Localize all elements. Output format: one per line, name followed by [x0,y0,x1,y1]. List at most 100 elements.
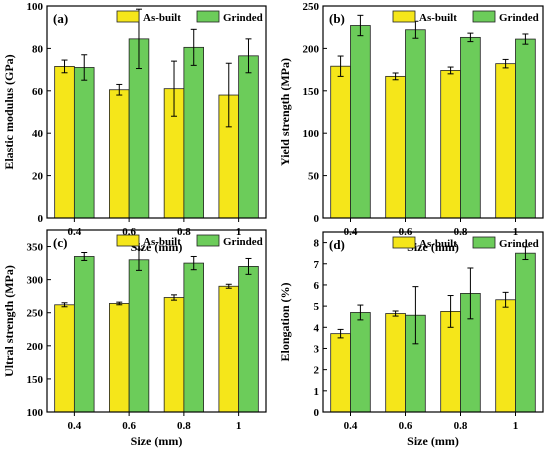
error-bar-as-built-0.4 [337,328,344,339]
x-tick-label: 0.6 [399,420,413,432]
legend-label-grinded: Grinded [499,12,539,24]
legend-label-grinded: Grinded [499,238,539,250]
bar-as-built-0.4 [330,333,351,413]
y-axis-title: Ultral strength (MPa) [2,265,16,377]
y-tick-label: 6 [314,280,320,292]
error-bar-grinded-1 [522,246,529,261]
y-tick-label: 1 [314,386,320,398]
x-tick-label: 1 [236,420,242,432]
bar-grinded-0.4 [73,256,95,413]
chart-panel-4: 0 1 2 3 4 5 6 7 8 0.4 0.6 0.8 1 Size (mm) Elongation (… [278,231,544,448]
y-tick-label: 5 [314,301,320,313]
x-tick-label: 0.8 [454,420,468,432]
error-bar-grinded-0.4 [81,252,88,261]
error-bar-as-built-0.4 [61,59,68,74]
bar-as-built-1 [495,63,516,219]
x-tick-label: 1 [236,226,242,238]
y-tick-label: 250 [303,1,320,13]
error-bar-grinded-0.8 [467,32,474,43]
legend-swatch-grinded [196,234,220,247]
y-tick-label: 7 [314,259,320,271]
x-axis-title: Size (mm) [131,240,183,254]
error-bar-grinded-1 [522,33,529,45]
legend: As-built Grinded [392,236,539,250]
error-bar-as-built-0.4 [337,55,344,77]
bar-grinded-0.8 [460,36,481,219]
error-bar-as-built-0.6 [116,301,123,306]
error-bar-grinded-0.6 [412,286,419,345]
error-bar-grinded-0.4 [357,14,364,37]
bar-grinded-0.6 [405,29,426,219]
x-tick-label: 0.4 [68,420,82,432]
legend-swatch-as-built [116,234,140,247]
y-tick-label: 0 [314,213,320,225]
y-tick-label: 150 [27,374,44,386]
y-tick-label: 200 [27,341,44,353]
error-bar-as-built-0.6 [392,310,399,317]
error-bar-grinded-1 [245,257,252,275]
panel-label: (a) [53,11,68,26]
legend: As-built Grinded [392,10,539,24]
error-bar-grinded-0.8 [190,255,197,271]
error-bar-as-built-1 [502,291,509,308]
y-tick-label: 100 [27,407,44,419]
legend-label-as-built: As-built [419,12,457,24]
y-axis-title: Yield strength (MPa) [278,58,292,166]
bar-grinded-0.6 [128,259,150,413]
bar-as-built-0.6 [385,75,406,219]
plot-frame [322,5,544,219]
legend-label-as-built: As-built [419,238,457,250]
y-tick-label: 100 [303,128,320,140]
y-tick-label: 40 [32,128,44,140]
legend-swatch-as-built [392,10,416,23]
bar-as-built-1 [218,285,240,413]
legend-label-grinded: Grinded [223,236,263,248]
bar-grinded-0.4 [350,25,371,219]
legend-swatch-grinded [196,10,220,23]
bar-as-built-0.6 [109,89,130,219]
x-axis-title: Size (mm) [131,434,183,448]
y-tick-label: 250 [27,308,44,320]
bar-as-built-0.4 [54,66,75,219]
y-tick-label: 300 [27,275,44,287]
error-bar-grinded-0.8 [190,28,197,66]
y-tick-label: 8 [314,238,320,250]
y-tick-label: 3 [314,343,320,355]
y-tick-label: 4 [314,322,320,334]
legend: As-built Grinded [116,10,263,24]
bar-grinded-0.4 [73,67,95,219]
y-tick-label: 0 [314,407,320,419]
plot-frame [46,5,267,219]
chart-panel-3: 100 150 200 250 300 350 0.4 0.6 0.8 1 Size (mm) Ult… [2,229,267,448]
y-tick-label: 20 [32,171,44,183]
bar-grinded-1 [515,38,536,219]
error-bar-as-built-1 [225,62,232,128]
legend-swatch-grinded [472,10,496,23]
bar-as-built-0.6 [385,313,406,413]
y-tick-label: 100 [27,1,44,13]
y-tick-label: 350 [27,242,44,254]
x-tick-label: 0.8 [177,420,191,432]
error-bar-grinded-1 [245,38,252,74]
legend-swatch-as-built [116,10,140,23]
error-bar-grinded-0.6 [135,248,142,271]
bar-as-built-0.8 [163,297,185,413]
bar-as-built-0.4 [54,304,75,413]
error-bar-as-built-0.8 [447,295,454,328]
y-tick-label: 60 [32,86,44,98]
plot-frame [46,229,267,413]
bar-as-built-0.4 [330,65,351,219]
x-axis-title: Size (mm) [407,240,459,254]
error-bar-as-built-0.8 [171,60,178,117]
x-tick-label: 0.6 [122,420,136,432]
error-bar-as-built-0.4 [61,302,68,308]
x-tick-label: 0.4 [68,226,82,238]
error-bar-grinded-0.8 [467,267,474,320]
error-bar-grinded-0.4 [357,304,364,321]
bar-grinded-0.8 [183,262,204,413]
error-bar-as-built-0.6 [116,83,123,96]
y-tick-label: 50 [308,171,320,183]
panel-label: (d) [329,237,345,252]
bar-grinded-0.4 [350,312,371,413]
